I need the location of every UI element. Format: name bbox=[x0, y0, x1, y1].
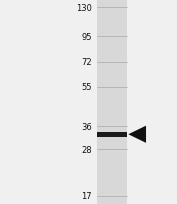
Text: 72: 72 bbox=[81, 58, 92, 67]
Text: 36: 36 bbox=[81, 122, 92, 131]
Text: 55: 55 bbox=[82, 83, 92, 92]
Text: 130: 130 bbox=[76, 4, 92, 13]
Text: 17: 17 bbox=[81, 191, 92, 200]
Text: 95: 95 bbox=[82, 33, 92, 42]
Polygon shape bbox=[128, 126, 146, 143]
Text: 28: 28 bbox=[81, 145, 92, 154]
Bar bbox=[97, 0, 127, 204]
Bar bbox=[97, 132, 127, 137]
